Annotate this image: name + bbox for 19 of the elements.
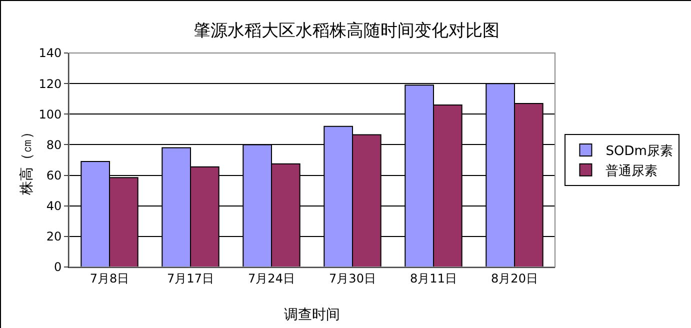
y-tick-label: 80 bbox=[46, 138, 62, 152]
y-tick-label: 40 bbox=[46, 199, 62, 214]
x-tick-label: 7月30日 bbox=[329, 271, 376, 286]
x-tick-label: 8月11日 bbox=[410, 271, 457, 286]
x-tick-label: 8月20日 bbox=[491, 271, 538, 286]
legend-label: 普通尿素 bbox=[606, 162, 658, 179]
y-tick-label: 100 bbox=[38, 107, 62, 122]
x-tick-label: 7月8日 bbox=[90, 271, 130, 286]
x-tick-label: 7月24日 bbox=[248, 271, 295, 286]
y-tick-label: 140 bbox=[38, 46, 62, 60]
y-tick-label: 0 bbox=[54, 260, 62, 274]
x-axis-title: 调查时间 bbox=[284, 307, 340, 323]
x-tick-label: 7月17日 bbox=[167, 271, 214, 286]
y-tick-label: 60 bbox=[46, 168, 62, 182]
y-tick-label: 20 bbox=[46, 230, 62, 244]
y-axis-title: 株高（㎝） bbox=[19, 125, 35, 196]
chart-title: 肇源水稻大区水稻株高随时间变化对比图 bbox=[194, 20, 500, 41]
y-tick-label: 120 bbox=[38, 76, 62, 91]
legend-label: SODm尿素 bbox=[606, 144, 673, 160]
